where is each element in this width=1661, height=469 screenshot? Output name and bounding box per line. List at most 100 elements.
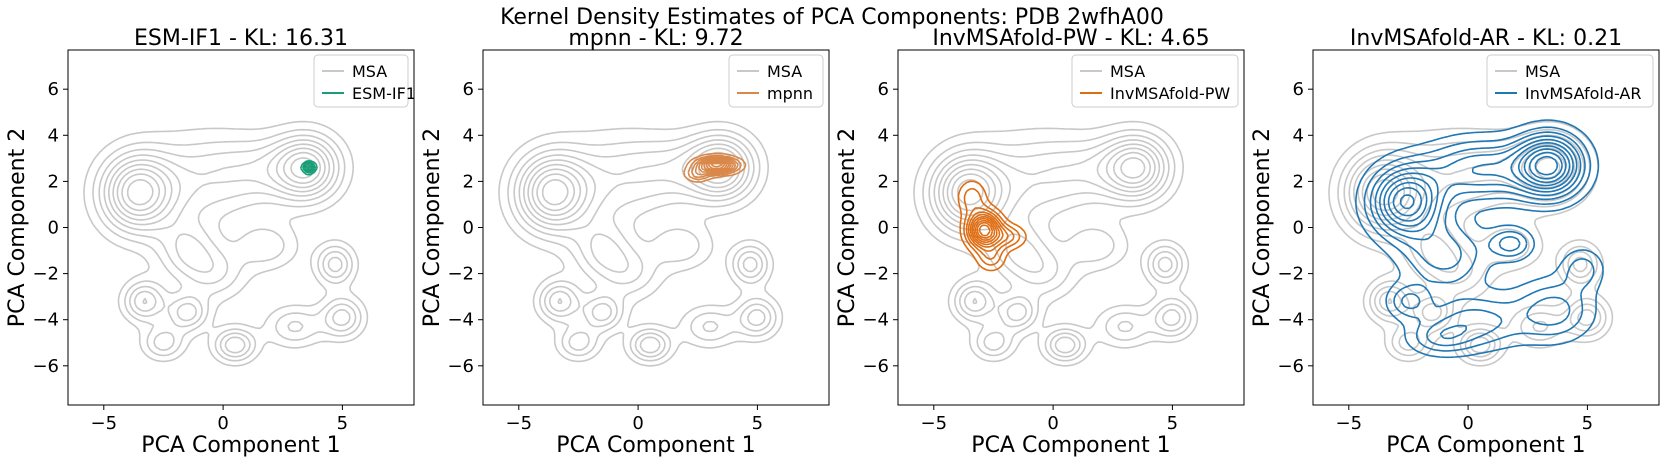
model-contour <box>687 154 742 181</box>
y-tick-label: 0 <box>1293 218 1304 239</box>
x-tick-label: −5 <box>506 413 533 434</box>
y-tick-label: −6 <box>862 356 889 377</box>
y-tick-label: 6 <box>878 79 889 100</box>
x-tick-label: 0 <box>217 413 228 434</box>
legend-label: InvMSAfold-PW <box>1110 84 1230 103</box>
plot-area <box>913 120 1199 367</box>
model-contour <box>976 221 994 239</box>
msa-contour <box>523 143 746 305</box>
model-contour <box>1534 155 1559 176</box>
model-contour <box>1392 148 1567 217</box>
y-tick-label: −2 <box>1277 264 1304 285</box>
y-tick-label: 2 <box>463 171 474 192</box>
x-tick-label: 0 <box>632 413 643 434</box>
legend-label: MSA <box>1525 62 1560 81</box>
y-tick-label: −4 <box>32 310 59 331</box>
model-contour <box>963 187 1021 266</box>
y-tick-label: 4 <box>878 125 889 146</box>
msa-contour <box>922 128 1192 362</box>
model-contour <box>1399 151 1563 210</box>
x-axis-label: PCA Component 1 <box>141 433 340 458</box>
x-tick-label: 0 <box>1462 413 1473 434</box>
msa-contour <box>92 128 362 362</box>
y-tick-label: −6 <box>447 356 474 377</box>
model-contour <box>965 207 1015 261</box>
y-tick-label: 4 <box>463 125 474 146</box>
msa-contour <box>108 143 331 305</box>
legend-label: mpnn <box>767 84 813 103</box>
msa-contour <box>507 128 777 362</box>
x-axis-label: PCA Component 1 <box>1386 433 1585 458</box>
x-axis-label: PCA Component 1 <box>556 433 755 458</box>
y-tick-label: 0 <box>48 218 59 239</box>
y-tick-label: −6 <box>32 356 59 377</box>
msa-contour <box>126 179 154 206</box>
model-contour <box>1383 141 1574 227</box>
model-contour <box>683 152 747 183</box>
model-contour <box>304 164 313 171</box>
panel-title: InvMSAfold-AR - KL: 0.21 <box>1350 26 1622 51</box>
y-tick-label: 2 <box>878 171 889 192</box>
model-contour <box>973 217 998 244</box>
y-axis-label: PCA Component 2 <box>835 128 860 327</box>
x-tick-label: −5 <box>91 413 118 434</box>
model-contour <box>691 156 739 179</box>
y-tick-label: −4 <box>862 310 889 331</box>
plot-area <box>498 120 784 367</box>
model-contour <box>710 162 723 168</box>
legend-label: ESM-IF1 <box>352 84 416 103</box>
y-tick-label: 6 <box>1293 79 1304 100</box>
y-tick-label: 2 <box>48 171 59 192</box>
msa-contour <box>116 151 322 217</box>
panel-4: InvMSAfold-AR - KL: 0.21 −5 0 5 6 4 2 0 −2 −4 −6 PC… <box>1250 26 1660 458</box>
model-contour <box>1379 138 1578 233</box>
y-tick-label: 4 <box>48 125 59 146</box>
legend-box <box>1071 54 1239 108</box>
panel-title: mpnn - KL: 9.72 <box>568 26 743 51</box>
y-tick-label: 6 <box>463 79 474 100</box>
model-contour <box>967 211 1009 252</box>
x-tick-label: 5 <box>1167 413 1178 434</box>
model-contour <box>957 180 1027 272</box>
x-axis-label: PCA Component 1 <box>971 433 1170 458</box>
y-tick-label: −6 <box>1277 356 1304 377</box>
x-tick-label: −5 <box>921 413 948 434</box>
msa-contour <box>83 120 369 367</box>
msa-contour <box>498 120 784 367</box>
y-tick-label: 6 <box>48 79 59 100</box>
msa-contour <box>112 147 326 221</box>
legend-label: MSA <box>352 62 387 81</box>
legend: MSA ESM-IF1 <box>313 54 416 108</box>
msa-contour <box>121 157 316 212</box>
msa-contour <box>933 139 1181 354</box>
y-tick-label: −2 <box>32 264 59 285</box>
legend-label: MSA <box>767 62 802 81</box>
model-contour <box>698 157 735 173</box>
msa-contour <box>946 151 1152 217</box>
panel-1: ESM-IF1 - KL: 16.31 −5 0 5 6 4 2 0 −2 −4 −6 PCA Com… <box>5 26 416 458</box>
msa-contour <box>518 139 766 354</box>
msa-contour <box>928 134 1187 358</box>
model-contour <box>978 224 991 237</box>
panels: ESM-IF1 - KL: 16.31 −5 0 5 6 4 2 0 −2 −4 −6 PCA Com… <box>5 26 1660 458</box>
panel-3: InvMSAfold-PW - KL: 4.65 −5 0 5 6 4 2 0 −2 −4 −6 PC… <box>835 26 1245 458</box>
y-tick-label: 2 <box>1293 171 1304 192</box>
x-tick-label: −5 <box>1336 413 1363 434</box>
model-contour <box>1374 135 1582 340</box>
legend-label: MSA <box>1110 62 1145 81</box>
plot-area <box>1328 119 1614 367</box>
msa-contour <box>103 139 351 354</box>
msa-contour <box>527 147 741 221</box>
y-tick-label: 4 <box>1293 125 1304 146</box>
y-tick-label: 0 <box>878 218 889 239</box>
legend-label: InvMSAfold-AR <box>1525 84 1641 103</box>
model-contour <box>974 219 996 241</box>
y-tick-label: −4 <box>447 310 474 331</box>
model-contour <box>969 213 1004 248</box>
x-tick-label: 0 <box>1047 413 1058 434</box>
panel-title: InvMSAfold-PW - KL: 4.65 <box>932 26 1209 51</box>
model-contour <box>1369 131 1586 347</box>
legend: MSA InvMSAfold-PW <box>1071 54 1239 108</box>
legend: MSA InvMSAfold-AR <box>1486 54 1654 108</box>
